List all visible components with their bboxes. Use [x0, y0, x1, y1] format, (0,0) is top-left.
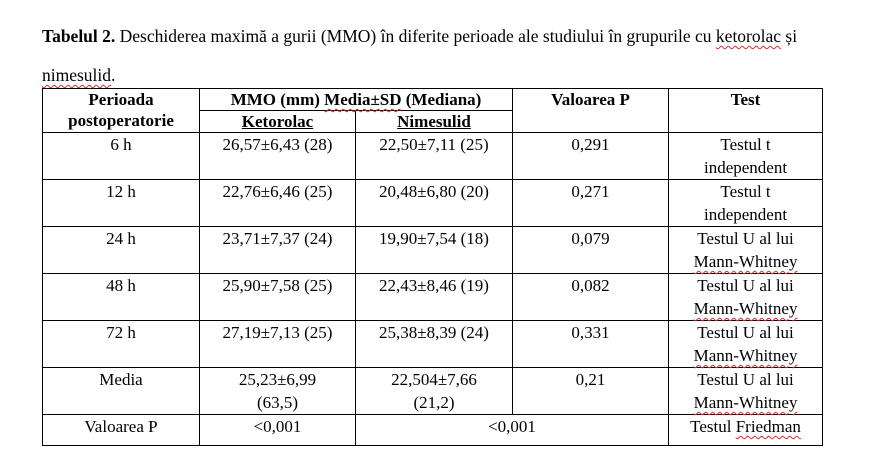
table-row: 6 h 26,57±6,43 (28) 22,50±7,11 (25) 0,29…: [42, 132, 824, 180]
caption-text-3: .: [111, 65, 116, 85]
header-ketorolac: Ketorolac: [199, 110, 356, 133]
cell-nimesulid-p: <0,001: [354, 414, 670, 446]
table-row: 24 h 23,71±7,37 (24) 19,90±7,54 (18) 0,0…: [42, 226, 824, 274]
cell-nimesulid: 25,38±8,39 (24): [354, 320, 514, 368]
caption-label: Tabelul 2.: [42, 26, 116, 46]
cell-test: Testul U al lui Mann-Whitney: [668, 320, 824, 368]
header-test: Test: [668, 88, 824, 133]
cell-nimesulid: 20,48±6,80 (20): [354, 179, 514, 227]
cell-label: Valoarea P: [42, 414, 200, 446]
table-row-media: Media 25,23±6,99 (63,5) 22,504±7,66 (21,2)…: [42, 367, 824, 415]
cell-period: 48 h: [42, 273, 200, 321]
cell-test: Testul t independent: [668, 132, 824, 180]
cell-period: 6 h: [42, 132, 200, 180]
cell-p: 0,291: [512, 132, 670, 180]
cell-ketorolac: 22,76±6,46 (25): [199, 179, 356, 227]
cell-p: 0,271: [512, 179, 670, 227]
cell-ketorolac: <0,001: [199, 414, 356, 446]
cell-period: Media: [42, 367, 200, 415]
cell-test: Testul t independent: [668, 179, 824, 227]
caption-word-nimesulid: nimesulid: [42, 65, 112, 85]
table-row: 72 h 27,19±7,13 (25) 25,38±8,39 (24) 0,3…: [42, 320, 824, 368]
results-table: Perioada postoperatorie MMO (mm) Media±S…: [42, 88, 824, 446]
cell-period: 72 h: [42, 320, 200, 368]
header-nimesulid: Nimesulid: [354, 110, 514, 133]
table-row: 12 h 22,76±6,46 (25) 20,48±6,80 (20) 0,2…: [42, 179, 824, 227]
cell-p: 0,331: [512, 320, 670, 368]
table-row-p-value: Valoarea P <0,001 <0,001 Testul Friedman: [42, 414, 824, 446]
cell-nimesulid: 22,504±7,66 (21,2): [354, 367, 514, 415]
cell-p: 0,082: [512, 273, 670, 321]
cell-ketorolac: 26,57±6,43 (28): [199, 132, 356, 180]
cell-ketorolac: 25,90±7,58 (25): [199, 273, 356, 321]
cell-nimesulid: 22,43±8,46 (19): [354, 273, 514, 321]
header-p-value: Valoarea P: [512, 88, 670, 133]
cell-ketorolac: 27,19±7,13 (25): [199, 320, 356, 368]
caption-word-ketorolac: ketorolac: [715, 26, 782, 46]
table-row: 48 h 25,90±7,58 (25) 22,43±8,46 (19) 0,0…: [42, 273, 824, 321]
cell-nimesulid: 19,90±7,54 (18): [354, 226, 514, 274]
table-caption: Tabelul 2. Deschiderea maximă a gurii (M…: [42, 17, 842, 95]
caption-text-1: Deschiderea maximă a gurii (MMO) în dife…: [115, 26, 716, 46]
cell-test: Testul U al lui Mann-Whitney: [668, 367, 824, 415]
header-mmo: MMO (mm) Media±SD (Mediana): [198, 88, 514, 111]
cell-p: 0,079: [512, 226, 670, 274]
cell-period: 24 h: [42, 226, 200, 274]
cell-p: 0,21: [512, 367, 670, 415]
cell-period: 12 h: [42, 179, 200, 227]
cell-nimesulid: 22,50±7,11 (25): [354, 132, 514, 180]
caption-text-2: și: [781, 26, 798, 46]
cell-test: Testul U al lui Mann-Whitney: [668, 226, 824, 274]
header-row: Perioada postoperatorie MMO (mm) Media±S…: [42, 88, 824, 133]
cell-ketorolac: 25,23±6,99 (63,5): [199, 367, 356, 415]
header-period: Perioada postoperatorie: [42, 88, 200, 133]
cell-test: Testul Friedman: [668, 414, 824, 446]
cell-test: Testul U al lui Mann-Whitney: [668, 273, 824, 321]
cell-ketorolac: 23,71±7,37 (24): [199, 226, 356, 274]
